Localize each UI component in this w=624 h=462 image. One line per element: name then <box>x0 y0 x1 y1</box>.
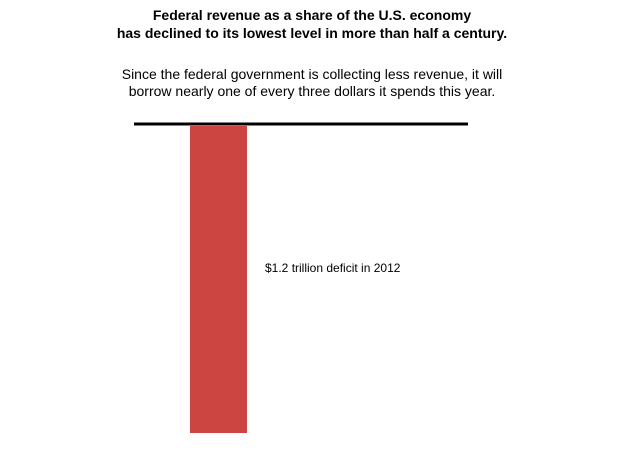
chart-title: Federal revenue as a share of the U.S. e… <box>0 6 624 42</box>
deficit-annotation: $1.2 trillion deficit in 2012 <box>265 261 401 275</box>
chart-title-line-2: has declined to its lowest level in more… <box>116 25 508 41</box>
deficit-bar <box>190 126 247 433</box>
chart-subtitle-line-2: borrow nearly one of every three dollars… <box>128 83 496 99</box>
chart-subtitle: Since the federal government is collecti… <box>0 66 624 100</box>
chart-subtitle-line-1: Since the federal government is collecti… <box>121 66 503 82</box>
chart-title-line-1: Federal revenue as a share of the U.S. e… <box>152 7 472 23</box>
